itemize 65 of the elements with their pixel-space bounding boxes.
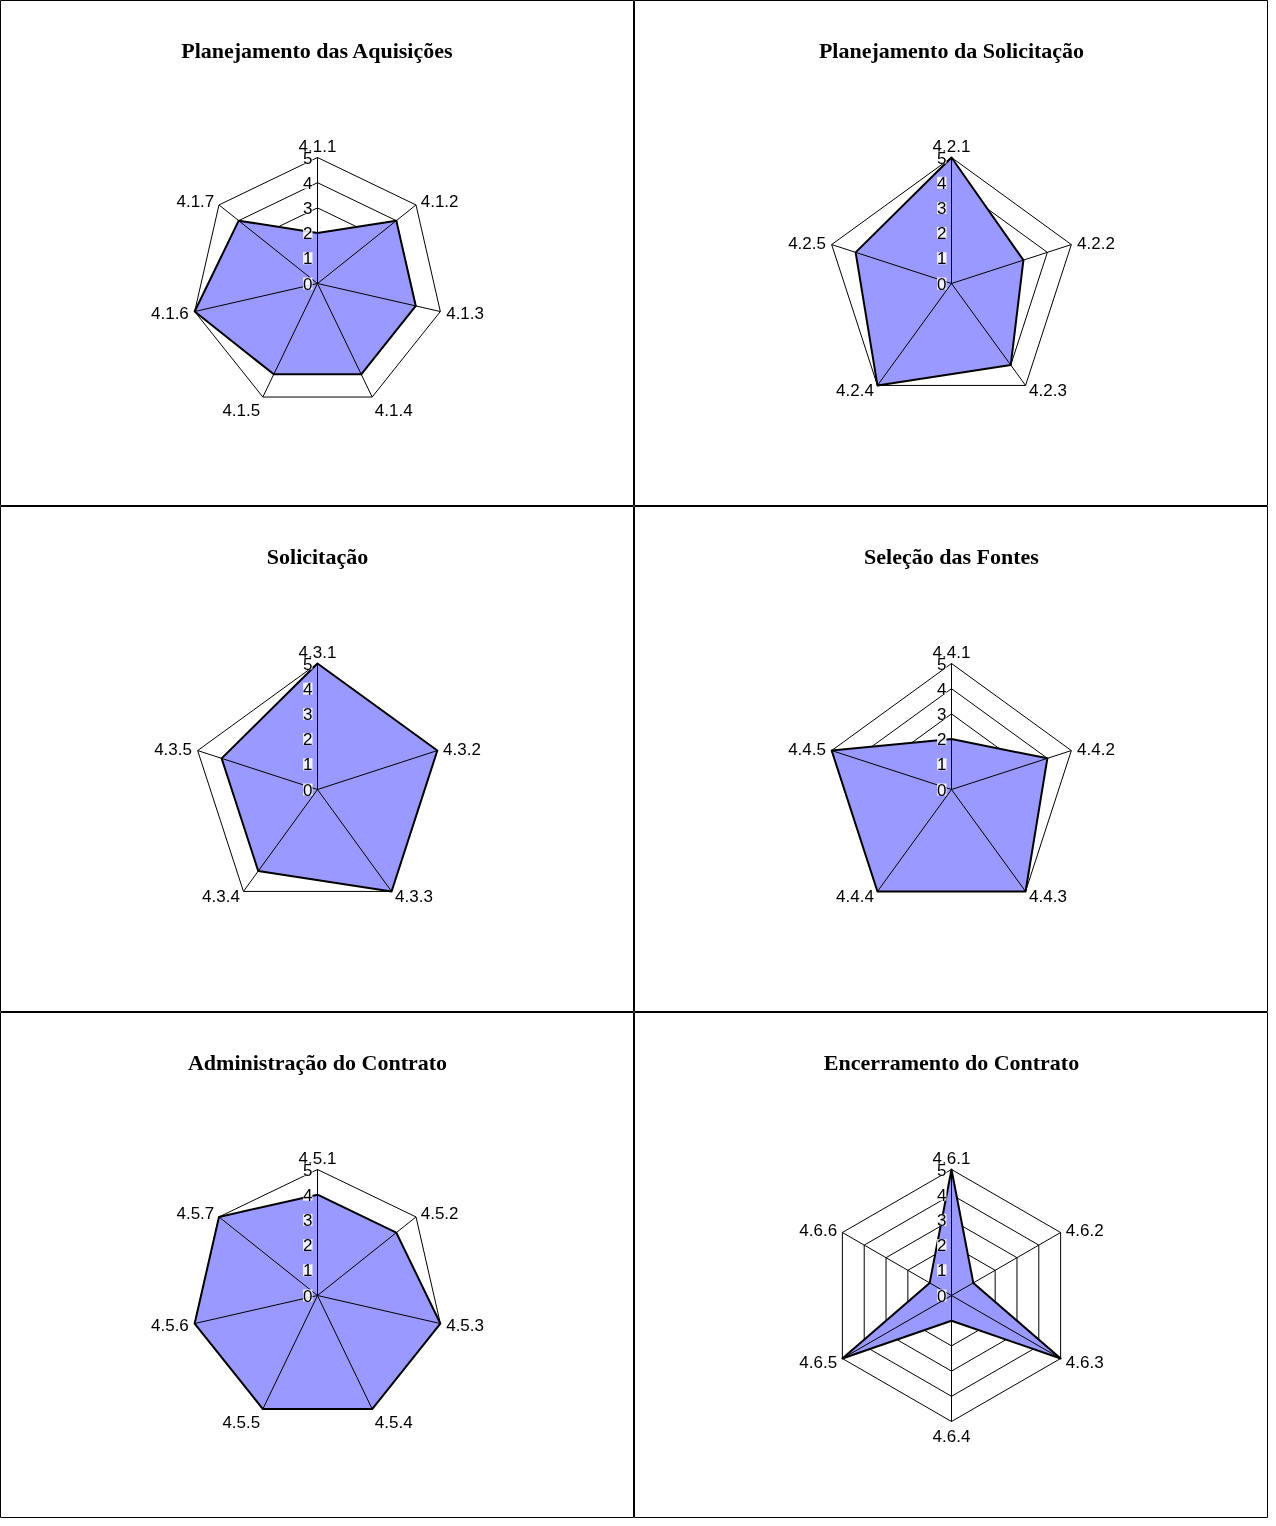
- y-tick-label: 2: [937, 730, 947, 750]
- spoke-label: 4.1.6: [151, 303, 189, 323]
- y-tick-label: 3: [303, 1210, 313, 1230]
- spoke-label: 4.6.6: [799, 1220, 838, 1240]
- chart-title: Administração do Contrato: [187, 1050, 448, 1075]
- y-tick-label: 2: [303, 730, 313, 750]
- chart-title: Planejamento da Solicitação: [818, 38, 1085, 63]
- spoke-label: 4.4.4: [836, 887, 874, 907]
- spoke-label: 4.6.3: [1065, 1352, 1104, 1372]
- y-tick-label: 4: [303, 679, 313, 699]
- spoke-label: 4.1.2: [420, 192, 459, 212]
- spoke-label: 4.5.4: [374, 1413, 413, 1433]
- spoke-label: 4.5.3: [446, 1315, 484, 1335]
- y-tick-label: 3: [303, 704, 313, 724]
- spoke-label: 4.3.2: [443, 739, 481, 759]
- y-tick-label: 4: [303, 173, 313, 193]
- spoke-label: 4.4.2: [1077, 739, 1115, 759]
- y-tick-label: 3: [937, 1210, 947, 1230]
- chart-title: Encerramento do Contrato: [823, 1050, 1080, 1075]
- spoke-label: 4.6.4: [932, 1426, 971, 1446]
- spoke-label: 4.2.4: [836, 381, 874, 401]
- y-tick-label: 4: [937, 1185, 947, 1205]
- y-tick-label: 1: [937, 755, 947, 775]
- spoke-label: 4.2.5: [788, 233, 826, 253]
- y-tick-label: 4: [303, 1185, 313, 1205]
- y-tick-label: 0: [303, 274, 313, 294]
- spoke-label: 4.4.5: [788, 739, 826, 759]
- spoke-label: 4.2.2: [1077, 233, 1115, 253]
- y-tick-label: 2: [937, 224, 947, 244]
- y-tick-label: 3: [303, 198, 313, 218]
- spoke-label: 4.3.4: [202, 887, 240, 907]
- y-tick-label: 0: [937, 780, 947, 800]
- y-tick-label: 1: [937, 249, 947, 269]
- spoke-label: 4.5.5: [222, 1413, 261, 1433]
- spoke-label: 4.2.3: [1029, 381, 1067, 401]
- y-tick-label: 4: [937, 173, 947, 193]
- spoke-label: 4.6.2: [1065, 1220, 1104, 1240]
- y-tick-label: 0: [303, 780, 313, 800]
- spoke-label: 4.1.5: [222, 401, 261, 421]
- y-tick-label: 1: [937, 1261, 947, 1281]
- spoke-label: 4.1.3: [446, 303, 484, 323]
- spoke-label: 4.3.3: [395, 887, 433, 907]
- y-tick-label: 2: [303, 224, 313, 244]
- spoke-label: 4.1.4: [374, 401, 413, 421]
- spoke-label: 4.3.5: [154, 739, 192, 759]
- y-tick-label: 3: [937, 704, 947, 724]
- chart-title: Solicitação: [266, 544, 369, 569]
- y-tick-label: 3: [937, 198, 947, 218]
- y-tick-label: 0: [937, 274, 947, 294]
- y-tick-label: 1: [303, 249, 313, 269]
- chart-title: Planejamento das Aquisições: [181, 38, 454, 63]
- y-tick-label: 2: [303, 1236, 313, 1256]
- spoke-label: 4.6.5: [799, 1352, 838, 1372]
- spoke-label: 4.5.6: [151, 1315, 189, 1335]
- y-tick-label: 0: [937, 1286, 947, 1306]
- y-tick-label: 1: [303, 1261, 313, 1281]
- y-tick-label: 2: [937, 1236, 947, 1256]
- y-tick-label: 1: [303, 755, 313, 775]
- y-tick-label: 0: [303, 1286, 313, 1306]
- spoke-label: 4.1.7: [176, 192, 215, 212]
- chart-title: Seleção das Fontes: [864, 544, 1040, 569]
- spoke-label: 4.5.2: [420, 1204, 459, 1224]
- y-tick-label: 4: [937, 679, 947, 699]
- spoke-label: 4.4.3: [1029, 887, 1067, 907]
- spoke-label: 4.5.7: [176, 1204, 215, 1224]
